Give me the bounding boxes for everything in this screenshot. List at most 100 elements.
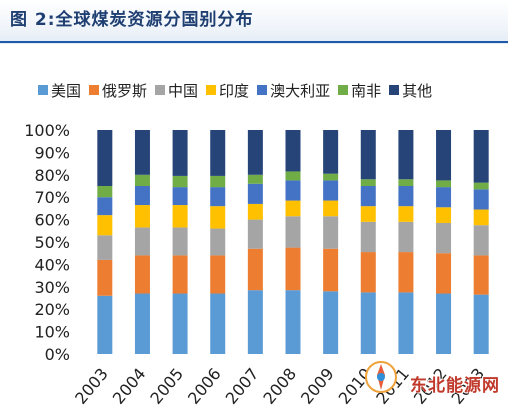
- bar-segment: [285, 290, 301, 354]
- bar-segment: [210, 228, 226, 256]
- x-tick-label: 2008: [259, 364, 300, 407]
- bar-segment: [172, 255, 188, 294]
- watermark-logo-icon: [365, 361, 397, 393]
- y-tick-label: 40%: [34, 255, 70, 274]
- bar-segment: [247, 174, 263, 184]
- bar-segment: [398, 186, 414, 207]
- bar-segment: [360, 292, 376, 354]
- legend-label: 俄罗斯: [102, 81, 148, 100]
- bar-segment: [285, 216, 301, 248]
- bar-segment: [247, 290, 263, 354]
- y-tick-label: 70%: [34, 188, 70, 207]
- bar-segment: [172, 175, 188, 188]
- bar-segment: [172, 205, 188, 228]
- bar-segment: [398, 292, 414, 354]
- bar-segment: [436, 222, 452, 254]
- bar-segment: [172, 227, 188, 256]
- bar-segment: [285, 180, 301, 201]
- legend-item: 美国: [38, 80, 81, 101]
- bar-segment: [473, 182, 489, 190]
- bar-segment: [360, 179, 376, 186]
- bar-segment: [473, 255, 489, 295]
- bar-segment: [247, 183, 263, 204]
- y-tick-label: 20%: [34, 300, 70, 319]
- bar-segment: [134, 227, 150, 256]
- legend-swatch: [38, 85, 48, 95]
- bar-segment: [97, 259, 113, 296]
- bar-segment: [360, 130, 376, 180]
- bar-segment: [436, 207, 452, 223]
- legend-item: 中国: [155, 80, 198, 101]
- legend-item: 其他: [389, 80, 432, 101]
- bar-segment: [473, 225, 489, 256]
- bar-segment: [247, 248, 263, 291]
- bar-segment: [134, 130, 150, 175]
- bar-segment: [323, 291, 339, 354]
- x-tick-label: 2009: [297, 364, 338, 407]
- legend-label: 南非: [351, 81, 382, 100]
- bar-segment: [285, 130, 301, 172]
- bar-segment: [398, 206, 414, 222]
- bar-segment: [436, 180, 452, 188]
- bar-segment: [398, 221, 414, 253]
- y-tick-label: 60%: [34, 211, 70, 230]
- bar-segment: [134, 205, 150, 228]
- bar-segment: [473, 130, 489, 183]
- title-underline: [0, 41, 508, 43]
- bar-segment: [473, 189, 489, 210]
- y-tick-label: 10%: [34, 323, 70, 342]
- bar-segment: [97, 130, 113, 186]
- x-tick-label: 2007: [222, 364, 263, 407]
- legend-swatch: [89, 85, 100, 95]
- bar-segment: [247, 203, 263, 220]
- legend-item: 澳大利亚: [257, 80, 330, 101]
- legend-label: 中国: [168, 81, 199, 100]
- legend-label: 澳大利亚: [270, 81, 331, 100]
- chart-title: 图 2:全球煤炭资源分国别分布: [10, 10, 254, 30]
- bar-segment: [323, 130, 339, 174]
- legend-item: 印度: [206, 80, 249, 101]
- bar-segment: [172, 293, 188, 354]
- y-tick-label: 100%: [24, 121, 70, 140]
- bar-segment: [323, 180, 339, 201]
- y-tick-label: 50%: [34, 233, 70, 252]
- bar-segment: [97, 215, 113, 236]
- bar-segment: [210, 175, 226, 188]
- bar-segment: [172, 187, 188, 206]
- legend-swatch: [155, 85, 166, 95]
- bar-segment: [436, 253, 452, 294]
- bar-segment: [210, 293, 226, 354]
- bar-segment: [360, 252, 376, 293]
- bar-segment: [436, 130, 452, 181]
- bar-segment: [398, 179, 414, 186]
- bar-segment: [323, 248, 339, 292]
- bar-segment: [323, 216, 339, 249]
- title-bar: 图 2:全球煤炭资源分国别分布: [0, 0, 508, 44]
- bar-segment: [97, 197, 113, 216]
- bar-segment: [97, 186, 113, 198]
- bar-segment: [285, 200, 301, 217]
- bar-segment: [473, 294, 489, 354]
- y-tick-label: 90%: [34, 143, 70, 162]
- bar-segment: [360, 221, 376, 253]
- x-tick-label: 2005: [146, 364, 187, 407]
- legend-label: 美国: [51, 81, 82, 100]
- bar-segment: [134, 186, 150, 206]
- bar-segment: [436, 187, 452, 208]
- bar-segment: [172, 130, 188, 176]
- bar-segment: [247, 219, 263, 249]
- bar-segment: [134, 255, 150, 294]
- bar-segment: [323, 200, 339, 217]
- bar-segment: [323, 173, 339, 181]
- chart-legend: 美国 俄罗斯 中国 印度 澳大利亚 南非 其他: [38, 80, 432, 100]
- bar-segment: [285, 247, 301, 291]
- legend-label: 印度: [219, 81, 250, 100]
- bar-segment: [360, 206, 376, 222]
- bar-segment: [360, 186, 376, 207]
- y-tick-label: 80%: [34, 166, 70, 185]
- bar-segment: [97, 295, 113, 354]
- bar-segment: [398, 252, 414, 293]
- bar-segment: [97, 235, 113, 260]
- legend-item: 南非: [338, 80, 381, 101]
- bar-segment: [210, 255, 226, 294]
